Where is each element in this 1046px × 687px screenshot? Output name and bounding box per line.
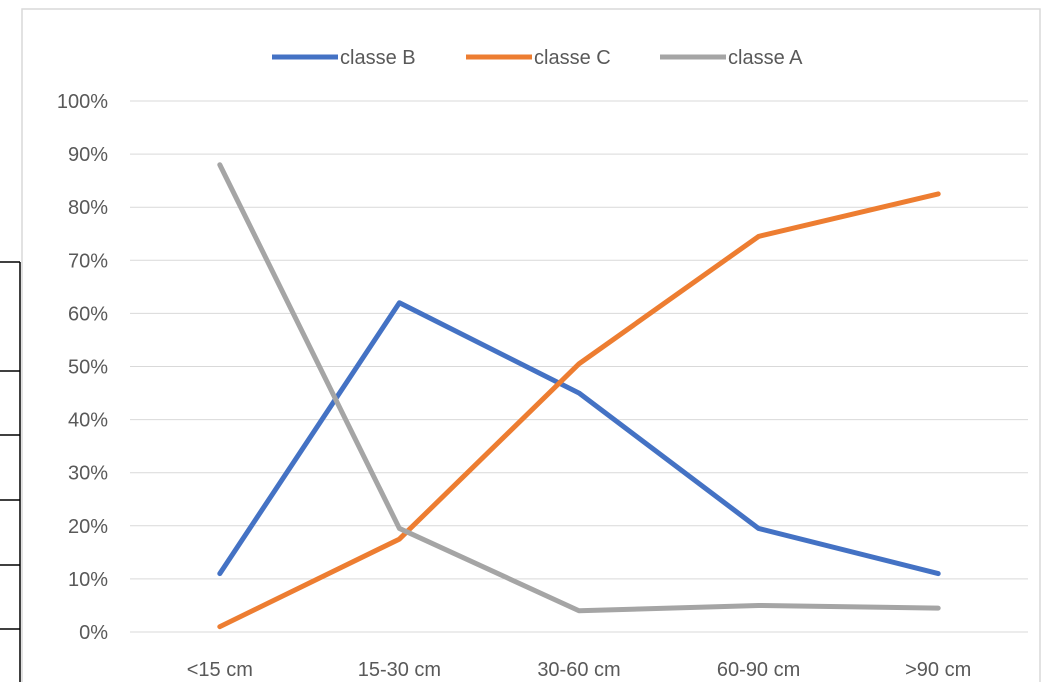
chart-border: [22, 9, 1040, 682]
x-tick-label: <15 cm: [187, 659, 253, 681]
legend-label: classe C: [534, 47, 611, 69]
y-tick-label: 70%: [68, 250, 108, 272]
x-tick-label: 15-30 cm: [358, 659, 441, 681]
y-tick-label: 90%: [68, 144, 108, 166]
x-tick-label: 30-60 cm: [537, 659, 620, 681]
y-tick-label: 30%: [68, 463, 108, 485]
legend-label: classe A: [728, 47, 803, 69]
y-tick-label: 60%: [68, 303, 108, 325]
x-tick-label: >90 cm: [905, 659, 971, 681]
legend-label: classe B: [340, 47, 416, 69]
underlying-table-edge: [0, 262, 20, 682]
y-tick-label: 20%: [68, 516, 108, 538]
y-tick-label: 80%: [68, 197, 108, 219]
y-tick-label: 0%: [79, 622, 108, 644]
y-tick-label: 40%: [68, 410, 108, 432]
y-tick-label: 10%: [68, 569, 108, 591]
x-tick-label: 60-90 cm: [717, 659, 800, 681]
y-tick-label: 100%: [57, 91, 108, 113]
y-tick-label: 50%: [68, 357, 108, 379]
